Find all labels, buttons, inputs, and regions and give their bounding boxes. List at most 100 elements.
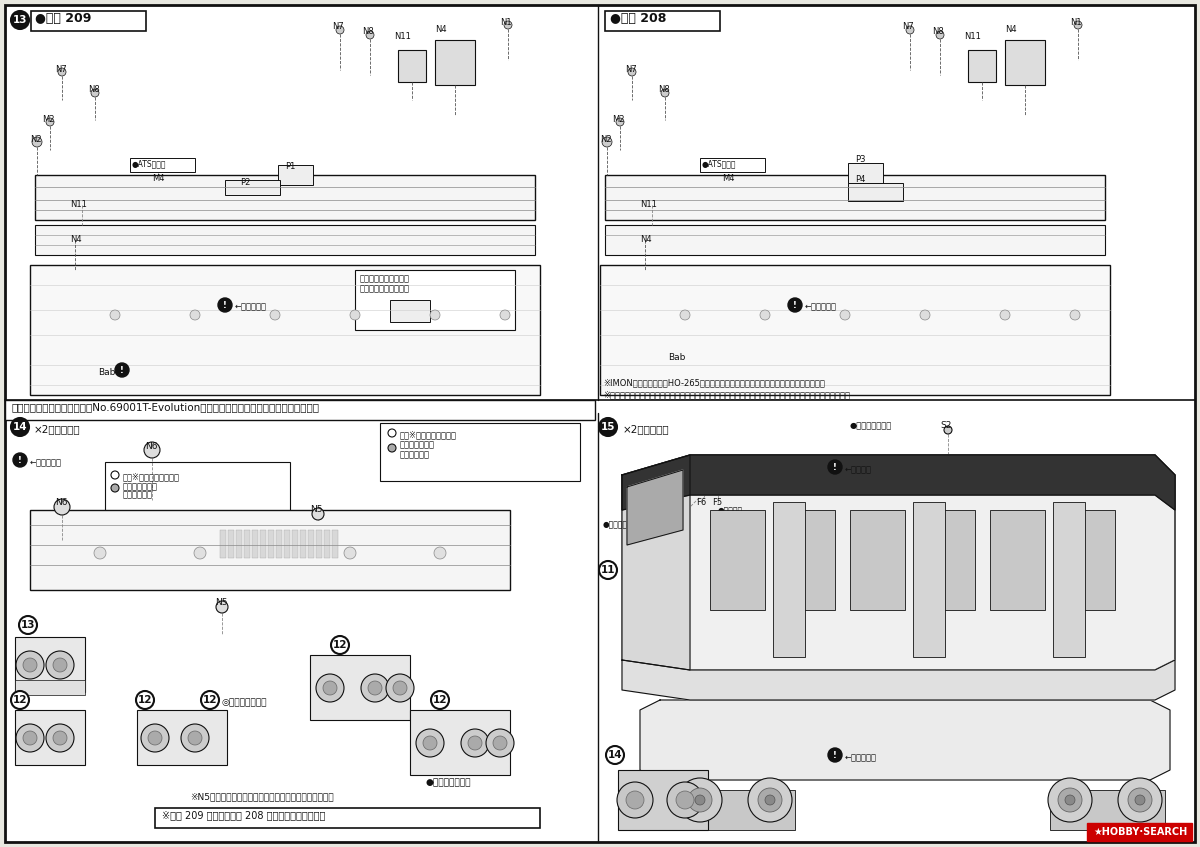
Circle shape	[936, 31, 944, 39]
Bar	[130, 158, 194, 172]
Bar	[30, 510, 510, 590]
Text: ●ATS車上子: ●ATS車上子	[132, 159, 167, 168]
Circle shape	[1128, 788, 1152, 812]
Bar	[30, 265, 540, 395]
Circle shape	[500, 310, 510, 320]
Circle shape	[828, 460, 842, 474]
Text: P3: P3	[854, 155, 865, 164]
Text: N4: N4	[1006, 25, 1016, 34]
Circle shape	[350, 310, 360, 320]
Bar	[316, 530, 322, 558]
Circle shape	[1048, 778, 1092, 822]
Text: N2: N2	[30, 135, 42, 144]
Circle shape	[110, 310, 120, 320]
Bar	[710, 510, 766, 610]
Polygon shape	[622, 455, 1175, 670]
Text: ●ATS車上子: ●ATS車上子	[702, 159, 737, 168]
Text: 13: 13	[13, 15, 28, 25]
Bar	[848, 163, 883, 183]
Circle shape	[431, 691, 449, 709]
Text: P4: P4	[854, 175, 865, 184]
Polygon shape	[628, 470, 683, 545]
Text: N8: N8	[362, 27, 373, 36]
Bar	[292, 530, 298, 558]
Bar	[968, 50, 996, 82]
Circle shape	[688, 788, 712, 812]
Text: F5: F5	[712, 498, 722, 507]
Bar	[773, 502, 805, 657]
Circle shape	[424, 736, 437, 750]
Circle shape	[16, 724, 44, 752]
Bar	[278, 165, 313, 185]
Circle shape	[626, 791, 644, 809]
Bar	[268, 530, 274, 558]
Circle shape	[616, 118, 624, 126]
Text: N8: N8	[88, 85, 100, 94]
Text: 天　ください: 天 ください	[400, 450, 430, 459]
Circle shape	[13, 453, 28, 467]
Text: N4: N4	[436, 25, 446, 34]
Text: 天　※走行化する場合は: 天 ※走行化する場合は	[400, 430, 457, 439]
Text: N8: N8	[658, 85, 670, 94]
Text: N7: N7	[902, 22, 913, 31]
Text: 天　ください: 天 ください	[124, 490, 154, 499]
Polygon shape	[622, 455, 1175, 510]
Bar	[605, 225, 1105, 255]
Circle shape	[344, 547, 356, 559]
Text: 13: 13	[20, 620, 35, 630]
Bar	[920, 510, 974, 610]
Circle shape	[695, 795, 706, 805]
Text: 14: 14	[607, 750, 623, 760]
Circle shape	[11, 11, 29, 29]
Bar	[35, 225, 535, 255]
Bar	[680, 790, 796, 830]
Text: N5: N5	[310, 505, 323, 514]
Bar	[1060, 510, 1115, 610]
Text: 14: 14	[13, 422, 28, 432]
Bar	[850, 510, 905, 610]
Circle shape	[23, 658, 37, 672]
Circle shape	[11, 691, 29, 709]
Bar	[380, 423, 580, 481]
Circle shape	[112, 471, 119, 479]
Text: ※図は 209 のものですが 208 も同様に組み立てます: ※図は 209 のものですが 208 も同様に組み立てます	[162, 810, 325, 820]
Circle shape	[434, 547, 446, 559]
Text: 矢印の示す形状の方が: 矢印の示す形状の方が	[360, 274, 410, 283]
Text: !: !	[833, 462, 836, 472]
Text: N7: N7	[55, 65, 67, 74]
Circle shape	[1000, 310, 1010, 320]
Bar	[324, 530, 330, 558]
Circle shape	[599, 561, 617, 579]
Circle shape	[54, 499, 70, 515]
Circle shape	[678, 778, 722, 822]
Circle shape	[19, 616, 37, 634]
Circle shape	[1118, 778, 1162, 822]
Bar	[276, 530, 282, 558]
Circle shape	[58, 68, 66, 76]
Circle shape	[840, 310, 850, 320]
Circle shape	[667, 782, 703, 818]
Text: F6: F6	[696, 498, 707, 507]
Bar	[398, 50, 426, 82]
Circle shape	[312, 508, 324, 520]
Text: N1: N1	[500, 18, 511, 27]
Text: N4: N4	[640, 235, 652, 244]
Bar	[300, 530, 306, 558]
Bar	[220, 530, 226, 558]
Text: 社外品をご活用: 社外品をご活用	[400, 440, 436, 449]
Text: !: !	[833, 750, 836, 760]
Circle shape	[628, 68, 636, 76]
Text: N4: N4	[70, 235, 82, 244]
Bar	[137, 710, 227, 765]
Text: 「天」のパーツは「天糞堂　No.69001T-Evolution用走行化パーツキット」を使用しています: 「天」のパーツは「天糞堂 No.69001T-Evolution用走行化パーツキ…	[12, 402, 320, 412]
Text: N11: N11	[70, 200, 86, 209]
Bar	[848, 183, 904, 201]
Circle shape	[1135, 795, 1145, 805]
Text: 社外品をご活用: 社外品をご活用	[124, 482, 158, 491]
Text: N6: N6	[145, 442, 157, 451]
Circle shape	[216, 601, 228, 613]
Bar	[332, 530, 338, 558]
Circle shape	[906, 26, 914, 34]
Text: ●走行化する場合: ●走行化する場合	[425, 778, 470, 787]
Bar	[14, 710, 85, 765]
